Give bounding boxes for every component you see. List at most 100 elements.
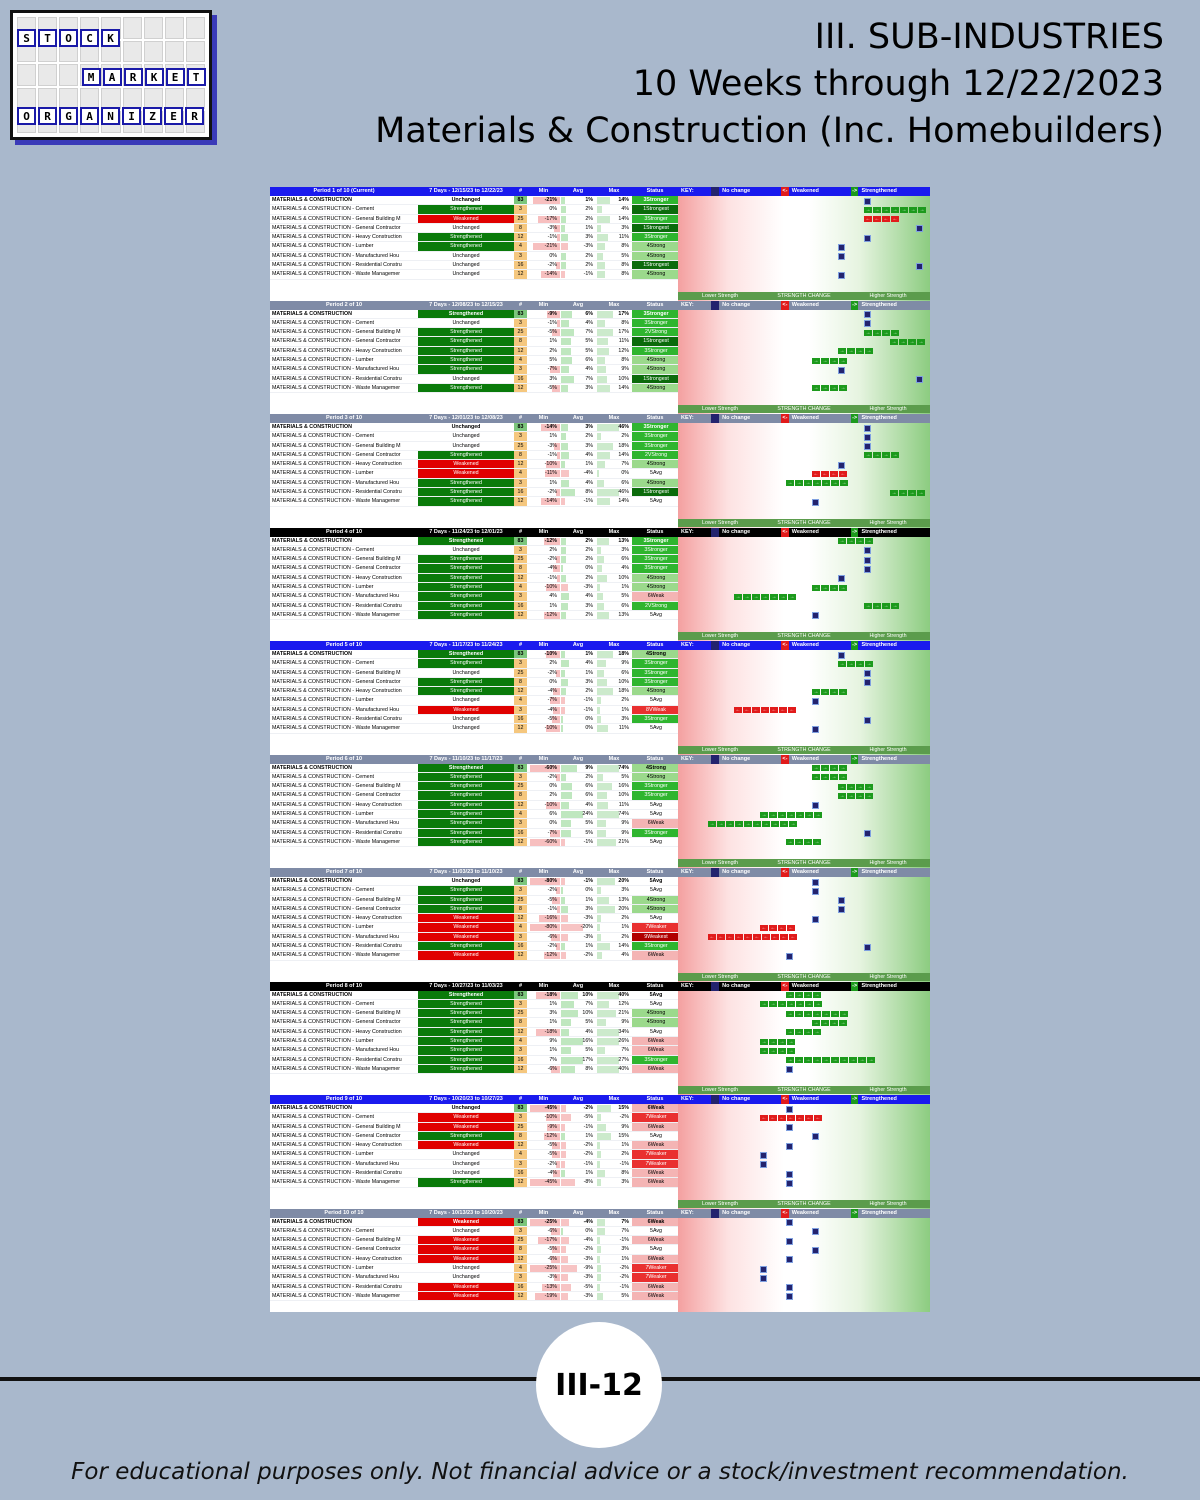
period-dates: 7 Days - 11/10/23 to 11/17/23 (429, 755, 503, 762)
left-arrow-icon: ← (787, 925, 795, 931)
min-value: -2% (547, 262, 557, 269)
strengthened-arrow-run: → → → → (812, 774, 847, 781)
strengthened-label: Strengthened (861, 1209, 897, 1216)
strengthened-arrow-run: → → → → (786, 1029, 821, 1036)
col-min: Min (538, 415, 549, 421)
row-avg: 4% (560, 659, 596, 668)
left-arrow-icon: ← (752, 707, 760, 714)
avg-bar (561, 1179, 575, 1187)
row-avg: 4% (560, 801, 596, 809)
strengthened-label: Strengthened (861, 415, 897, 421)
weakened-arrow: <- (781, 414, 789, 423)
row-change: Strengthened (418, 659, 514, 668)
chart-key: KEY: No change <- Weakened -> Strengthened (678, 641, 930, 650)
row-count: 3 (514, 772, 527, 782)
right-arrow-icon: → (822, 1057, 830, 1064)
row-status: 3Stronger (632, 942, 678, 951)
row-count: 4 (514, 1150, 527, 1159)
max-value: 74% (618, 764, 629, 771)
row-change: Unchanged (452, 725, 480, 732)
min-value: 2% (549, 546, 557, 553)
avg-bar (561, 593, 569, 601)
strengthened-arrow-run: → → → → (812, 765, 847, 771)
table-row: MATERIALS & CONSTRUCTION - Residential C… (270, 1282, 678, 1292)
title-line-1: III. SUB-INDUSTRIES (814, 17, 1164, 57)
table-row: MATERIALS & CONSTRUCTION - Residential C… (270, 261, 678, 271)
max-bar (597, 224, 602, 232)
row-min: -10% (527, 801, 560, 809)
row-change: Strengthened (418, 488, 514, 497)
right-arrow-icon: → (744, 820, 752, 827)
avg-bar (561, 252, 566, 260)
no-change-marker (760, 1274, 767, 1282)
row-change: Strengthened (418, 990, 514, 999)
row-change: Unchanged (452, 1170, 480, 1177)
right-arrow-icon: → (786, 992, 794, 998)
strengthened-arrow: -> (850, 1095, 859, 1104)
row-min: -2% (527, 261, 560, 270)
row-min: 0% (527, 782, 560, 790)
right-arrow-icon: → (864, 452, 872, 459)
weakened-arrow: <- (781, 1208, 789, 1218)
right-arrow-icon: → (882, 452, 890, 459)
period-table: Period 3 of 10 7 Days - 12/01/23 to 12/08… (270, 414, 678, 507)
no-change-swatch (711, 527, 720, 537)
avg-bar (561, 224, 565, 232)
lower-strength-label: Lower Strength (702, 1200, 738, 1207)
row-max: 8% (596, 261, 632, 270)
row-name: MATERIALS & CONSTRUCTION - Heavy Constru… (272, 1142, 402, 1149)
row-name: MATERIALS & CONSTRUCTION - Residential C… (272, 602, 402, 609)
avg-bar (561, 310, 572, 318)
avg-value: -5% (583, 1114, 593, 1121)
row-change: Strengthened (418, 1178, 514, 1187)
right-arrow-icon: → (908, 489, 916, 496)
max-bar (597, 1028, 619, 1036)
right-arrow-icon: → (867, 1057, 875, 1064)
weakened-arrow-run: ← ← ← ← (864, 216, 899, 223)
row-max: 1% (596, 923, 632, 932)
no-change-marker (838, 253, 845, 261)
col-count: # (518, 528, 523, 535)
row-min: 3% (527, 375, 560, 383)
strengthened-label: Strengthened (861, 755, 897, 762)
row-avg: -3% (560, 914, 596, 923)
avg-bar (561, 356, 572, 364)
min-bar (546, 651, 560, 658)
row-min: -1% (527, 233, 560, 242)
avg-value: -2% (583, 1142, 593, 1149)
strengthened-arrow: -> (850, 641, 859, 650)
min-bar (552, 896, 560, 904)
table-row: MATERIALS & CONSTRUCTION - General Contr… (270, 337, 678, 347)
weakened-arrow: <- (781, 300, 789, 310)
table-row: MATERIALS & CONSTRUCTION - Heavy Constru… (270, 460, 678, 470)
table-row: MATERIALS & CONSTRUCTION Strengthened 83 -6… (270, 763, 678, 773)
col-max: Max (608, 415, 620, 421)
min-value: -5% (547, 1142, 557, 1149)
left-arrow-icon: ← (734, 707, 742, 714)
row-max: 6% (596, 669, 632, 677)
row-avg: 3% (560, 233, 596, 242)
row-count: 12 (514, 233, 527, 242)
right-arrow-icon: → (865, 660, 873, 667)
row-max: 14% (596, 384, 632, 392)
row-avg: -2% (560, 1150, 596, 1159)
max-bar (597, 1283, 600, 1291)
max-bar (597, 783, 612, 791)
row-change: Strengthened (418, 450, 514, 460)
row-change: Strengthened (418, 809, 514, 819)
avg-value: 1% (585, 651, 593, 657)
max-value: 2% (621, 933, 629, 940)
table-row: MATERIALS & CONSTRUCTION - General Build… (270, 1236, 678, 1246)
strengthened-arrow-run: → → → → → → → → → → (708, 820, 797, 827)
row-change: Unchanged (452, 1227, 480, 1234)
row-name: MATERIALS & CONSTRUCTION - Residential C… (272, 943, 402, 950)
row-max: -1% (596, 1283, 632, 1291)
max-value: 9% (621, 660, 629, 667)
no-change-label: No change (722, 1209, 751, 1216)
no-change-swatch (711, 300, 720, 310)
weakened-arrow: <- (781, 527, 789, 537)
logo-grid-cell (59, 64, 79, 86)
right-arrow-icon: → (804, 1010, 812, 1017)
strengthened-arrow-run: → → → → → → → (864, 206, 926, 213)
no-change-marker (864, 670, 871, 678)
